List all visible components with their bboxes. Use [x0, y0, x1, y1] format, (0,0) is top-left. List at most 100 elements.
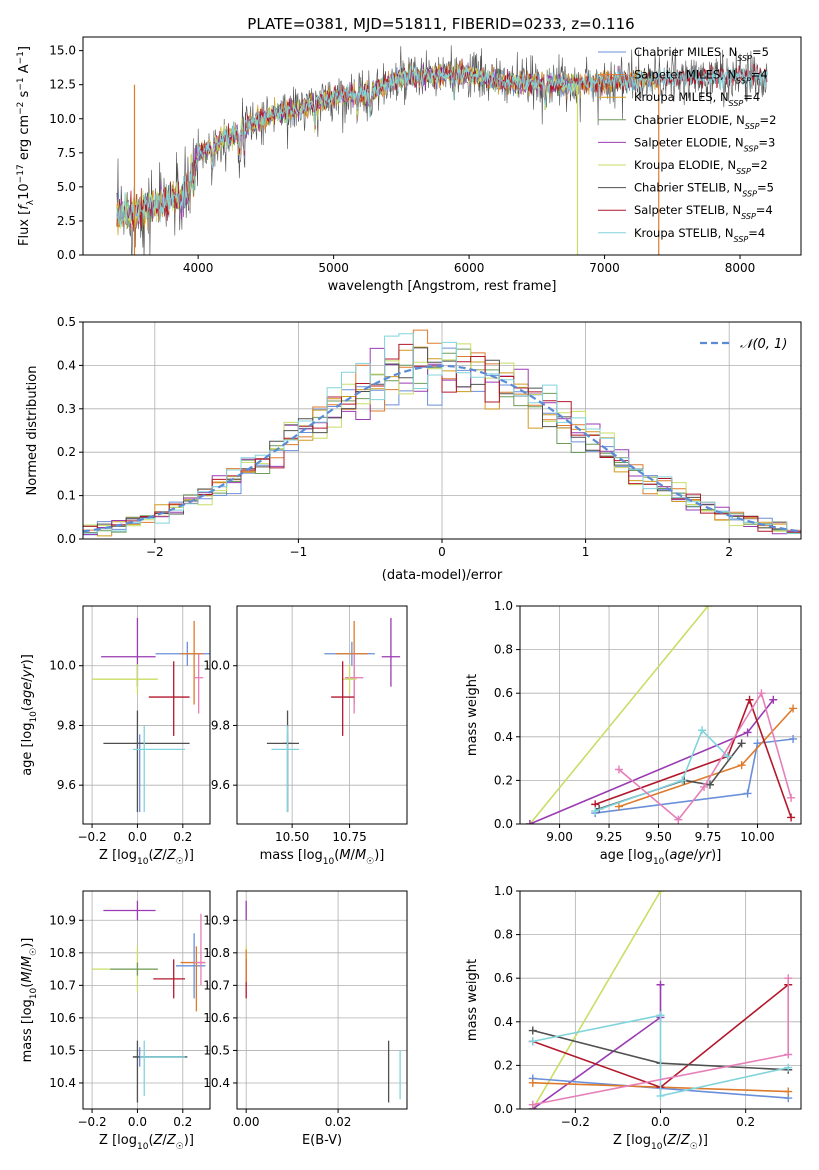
series-line	[618, 691, 792, 821]
x-tick-label: 10.75	[332, 830, 366, 844]
y-tick-label: 0.2	[494, 773, 513, 787]
y-tick-label: 0.2	[494, 1058, 513, 1072]
x-tick-label: 9.50	[645, 830, 672, 844]
y-tick-label: 9.8	[57, 718, 76, 732]
panel-weight-vs-age: 9.00 9.25 9.50 9.75 10.00 0.0 0.2 0.4 0.6 0.8 1.0 a…	[465, 599, 802, 867]
errorbar-point	[92, 664, 158, 695]
errorbar-point	[139, 1040, 186, 1096]
axes-frame	[82, 36, 802, 256]
histogram-step	[83, 333, 801, 534]
weight-series	[528, 974, 793, 1109]
y-tick-label: 10.5	[49, 1043, 76, 1057]
y-tick-label: 10.0	[49, 112, 76, 126]
axes-frame	[236, 890, 408, 1110]
y-tick-label: 10.0	[49, 659, 76, 673]
legend-label: Kroupa ELODIE, NSSP=2	[634, 158, 768, 176]
x-tick-label: 7000	[589, 261, 620, 275]
legend-label: Chabrier MILES, NSSP=5	[634, 45, 769, 63]
panel-mass-vs-EBV: 0.00 0.02 10.4 10.5 10.6 10.7 10.8 10.9 E(B-V)	[203, 890, 408, 1148]
x-tick-label: 10.00	[740, 830, 774, 844]
x-tick-label: 10.50	[275, 830, 309, 844]
errorbar-point	[110, 962, 158, 976]
errorbar-point	[153, 959, 186, 999]
x-tick-label: 0.0	[128, 1115, 147, 1129]
y-tick-label: 0.6	[494, 686, 513, 700]
legend-label: 𝒩(0, 1)	[740, 337, 787, 352]
x-tick-label: 0.00	[233, 1115, 260, 1129]
plot-area	[266, 617, 401, 813]
y-tick-label: 2.5	[57, 214, 76, 228]
series-line	[594, 697, 792, 818]
errorbar-point	[194, 653, 204, 714]
x-tick-label: 0.2	[736, 1115, 755, 1129]
x-tick-label: 0.0	[128, 830, 147, 844]
series-marker	[745, 695, 754, 704]
series-marker	[678, 776, 687, 785]
series-marker	[757, 689, 766, 698]
panel-age-vs-Z: −0.2 0.0 0.2 9.6 9.8 10.0 Z [log10(Z/Z☉)] age […	[20, 605, 211, 867]
series-marker	[528, 1100, 537, 1109]
x-tick-label: −0.2	[78, 830, 107, 844]
y-tick-label: 10.0	[203, 659, 230, 673]
x-tick-label: 9.75	[695, 830, 722, 844]
series-marker	[591, 806, 600, 815]
y-tick-label: 10.4	[49, 1076, 76, 1090]
y-tick-label: 0.4	[494, 1015, 513, 1029]
plot-area	[92, 900, 206, 1103]
errorbar-point	[132, 1040, 188, 1103]
y-tick-label: 10.4	[203, 1076, 230, 1090]
y-tick-label: 0.0	[494, 817, 513, 831]
errorbar-point	[342, 664, 357, 695]
plot-area	[528, 891, 793, 1109]
series-marker	[656, 1091, 665, 1100]
errorbar-point	[271, 725, 300, 813]
x-tick-label: 0	[438, 545, 446, 559]
legend-label: Salpeter ELODIE, NSSP=3	[634, 135, 775, 153]
panels: 4000 5000 6000 7000 80000.02.55.07.510.012.5…	[16, 36, 802, 1152]
legend-label: Salpeter STELIB, NSSP=4	[634, 203, 773, 221]
x-tick-label: 9.00	[546, 830, 573, 844]
y-tick-label: 0.0	[57, 248, 76, 262]
x-tick-label: 0.2	[173, 830, 192, 844]
x-axis-label: Z [log10(Z/Z☉)]	[99, 848, 194, 867]
y-tick-label: 0.6	[494, 971, 513, 985]
legend-label: Chabrier ELODIE, NSSP=2	[634, 113, 776, 131]
x-tick-label: −1	[290, 545, 308, 559]
x-axis-label: Z [log10(Z/Z☉)]	[99, 1133, 194, 1152]
x-axis-label: Z [log10(Z/Z☉)]	[613, 1133, 708, 1152]
series-marker	[737, 739, 746, 748]
weight-series	[591, 726, 732, 815]
y-tick-label: 10.9	[49, 913, 76, 927]
errorbar-point	[344, 653, 364, 714]
series-line	[594, 728, 729, 812]
y-axis-label: age [log10(age/yr)]	[20, 654, 39, 776]
y-tick-label: 9.8	[211, 718, 230, 732]
x-tick-label: 0.2	[173, 1115, 192, 1129]
y-tick-label: 9.6	[57, 778, 76, 792]
x-axis-label: mass [log10(M/M☉)]	[260, 848, 385, 867]
y-tick-label: 5.0	[57, 180, 76, 194]
series-marker	[674, 815, 683, 824]
legend-label: Salpeter MILES, NSSP=4	[634, 68, 768, 86]
x-axis-label: E(B-V)	[302, 1133, 342, 1148]
legend: Chabrier MILES, NSSP=5 Salpeter MILES, NS…	[598, 45, 776, 243]
series-line	[529, 606, 709, 824]
series-marker	[784, 1063, 793, 1072]
x-axis-label: (data-model)/error	[382, 568, 503, 583]
series-marker	[784, 1087, 793, 1096]
panel-residual-histogram: −2 −1 0 1 2 0.0 0.1 0.2 0.3 0.4 0.5 (data-model)/er…	[25, 315, 802, 583]
weight-series	[614, 689, 796, 824]
plot-area	[83, 329, 801, 537]
panel-spectrum: 4000 5000 6000 7000 8000 0.0 2.5 5.0 7.5 10.0 12.5…	[16, 36, 802, 294]
series-marker	[528, 1078, 537, 1087]
series-marker	[769, 695, 778, 704]
axes-frame	[82, 605, 211, 825]
series-marker	[656, 980, 665, 989]
weight-series	[595, 739, 746, 813]
spectrum-line	[116, 63, 768, 227]
errorbar-point	[132, 725, 186, 813]
y-tick-label: 10.5	[203, 1043, 230, 1057]
series-marker	[723, 752, 732, 761]
series-marker	[789, 734, 798, 743]
series-marker	[614, 802, 623, 811]
